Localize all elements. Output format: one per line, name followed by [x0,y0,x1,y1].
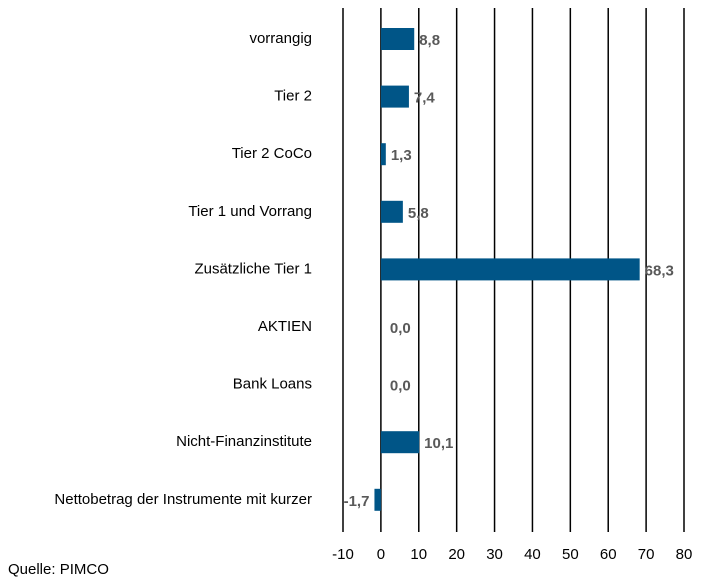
y-tick-label: Nettobetrag der Instrumente mit kurzer [54,491,312,508]
value-label: 1,3 [391,147,412,164]
bar [380,28,415,50]
value-label: 5,8 [408,205,429,222]
x-tick-label: 10 [410,546,427,563]
bar [380,85,409,108]
y-tick-label: vorrangig [249,30,312,47]
x-tick-label: 40 [524,546,541,563]
bar [380,143,386,166]
x-tick-label: 60 [600,546,617,563]
value-label: 68,3 [645,262,674,279]
value-label: 10,1 [424,435,453,452]
y-tick-label: Tier 2 [274,88,312,105]
x-tick-label: 80 [676,546,693,563]
x-tick-label: 50 [562,546,579,563]
y-tick-label: AKTIEN [258,318,312,335]
value-label: 0,0 [390,378,411,395]
value-label: 8,8 [419,32,440,49]
y-tick-label: Tier 2 CoCo [232,145,312,162]
value-label: 0,0 [390,320,411,337]
value-label: -1,7 [344,493,370,510]
y-tick-label: Bank Loans [233,376,312,393]
bar [374,488,381,511]
bar [380,200,403,223]
x-tick-label: 20 [448,546,465,563]
y-tick-label: Zusätzliche Tier 1 [194,260,312,277]
x-tick-label: -10 [332,546,354,563]
source-note: Quelle: PIMCO [8,561,109,578]
x-tick-label: 70 [638,546,655,563]
x-tick-label: 0 [377,546,385,563]
y-tick-label: Tier 1 und Vorrang [188,203,312,220]
y-tick-label: Nicht-Finanzinstitute [176,433,312,450]
x-tick-label: 30 [486,546,503,563]
value-label: 7,4 [414,90,436,107]
bar [380,431,420,454]
bar [380,258,640,281]
